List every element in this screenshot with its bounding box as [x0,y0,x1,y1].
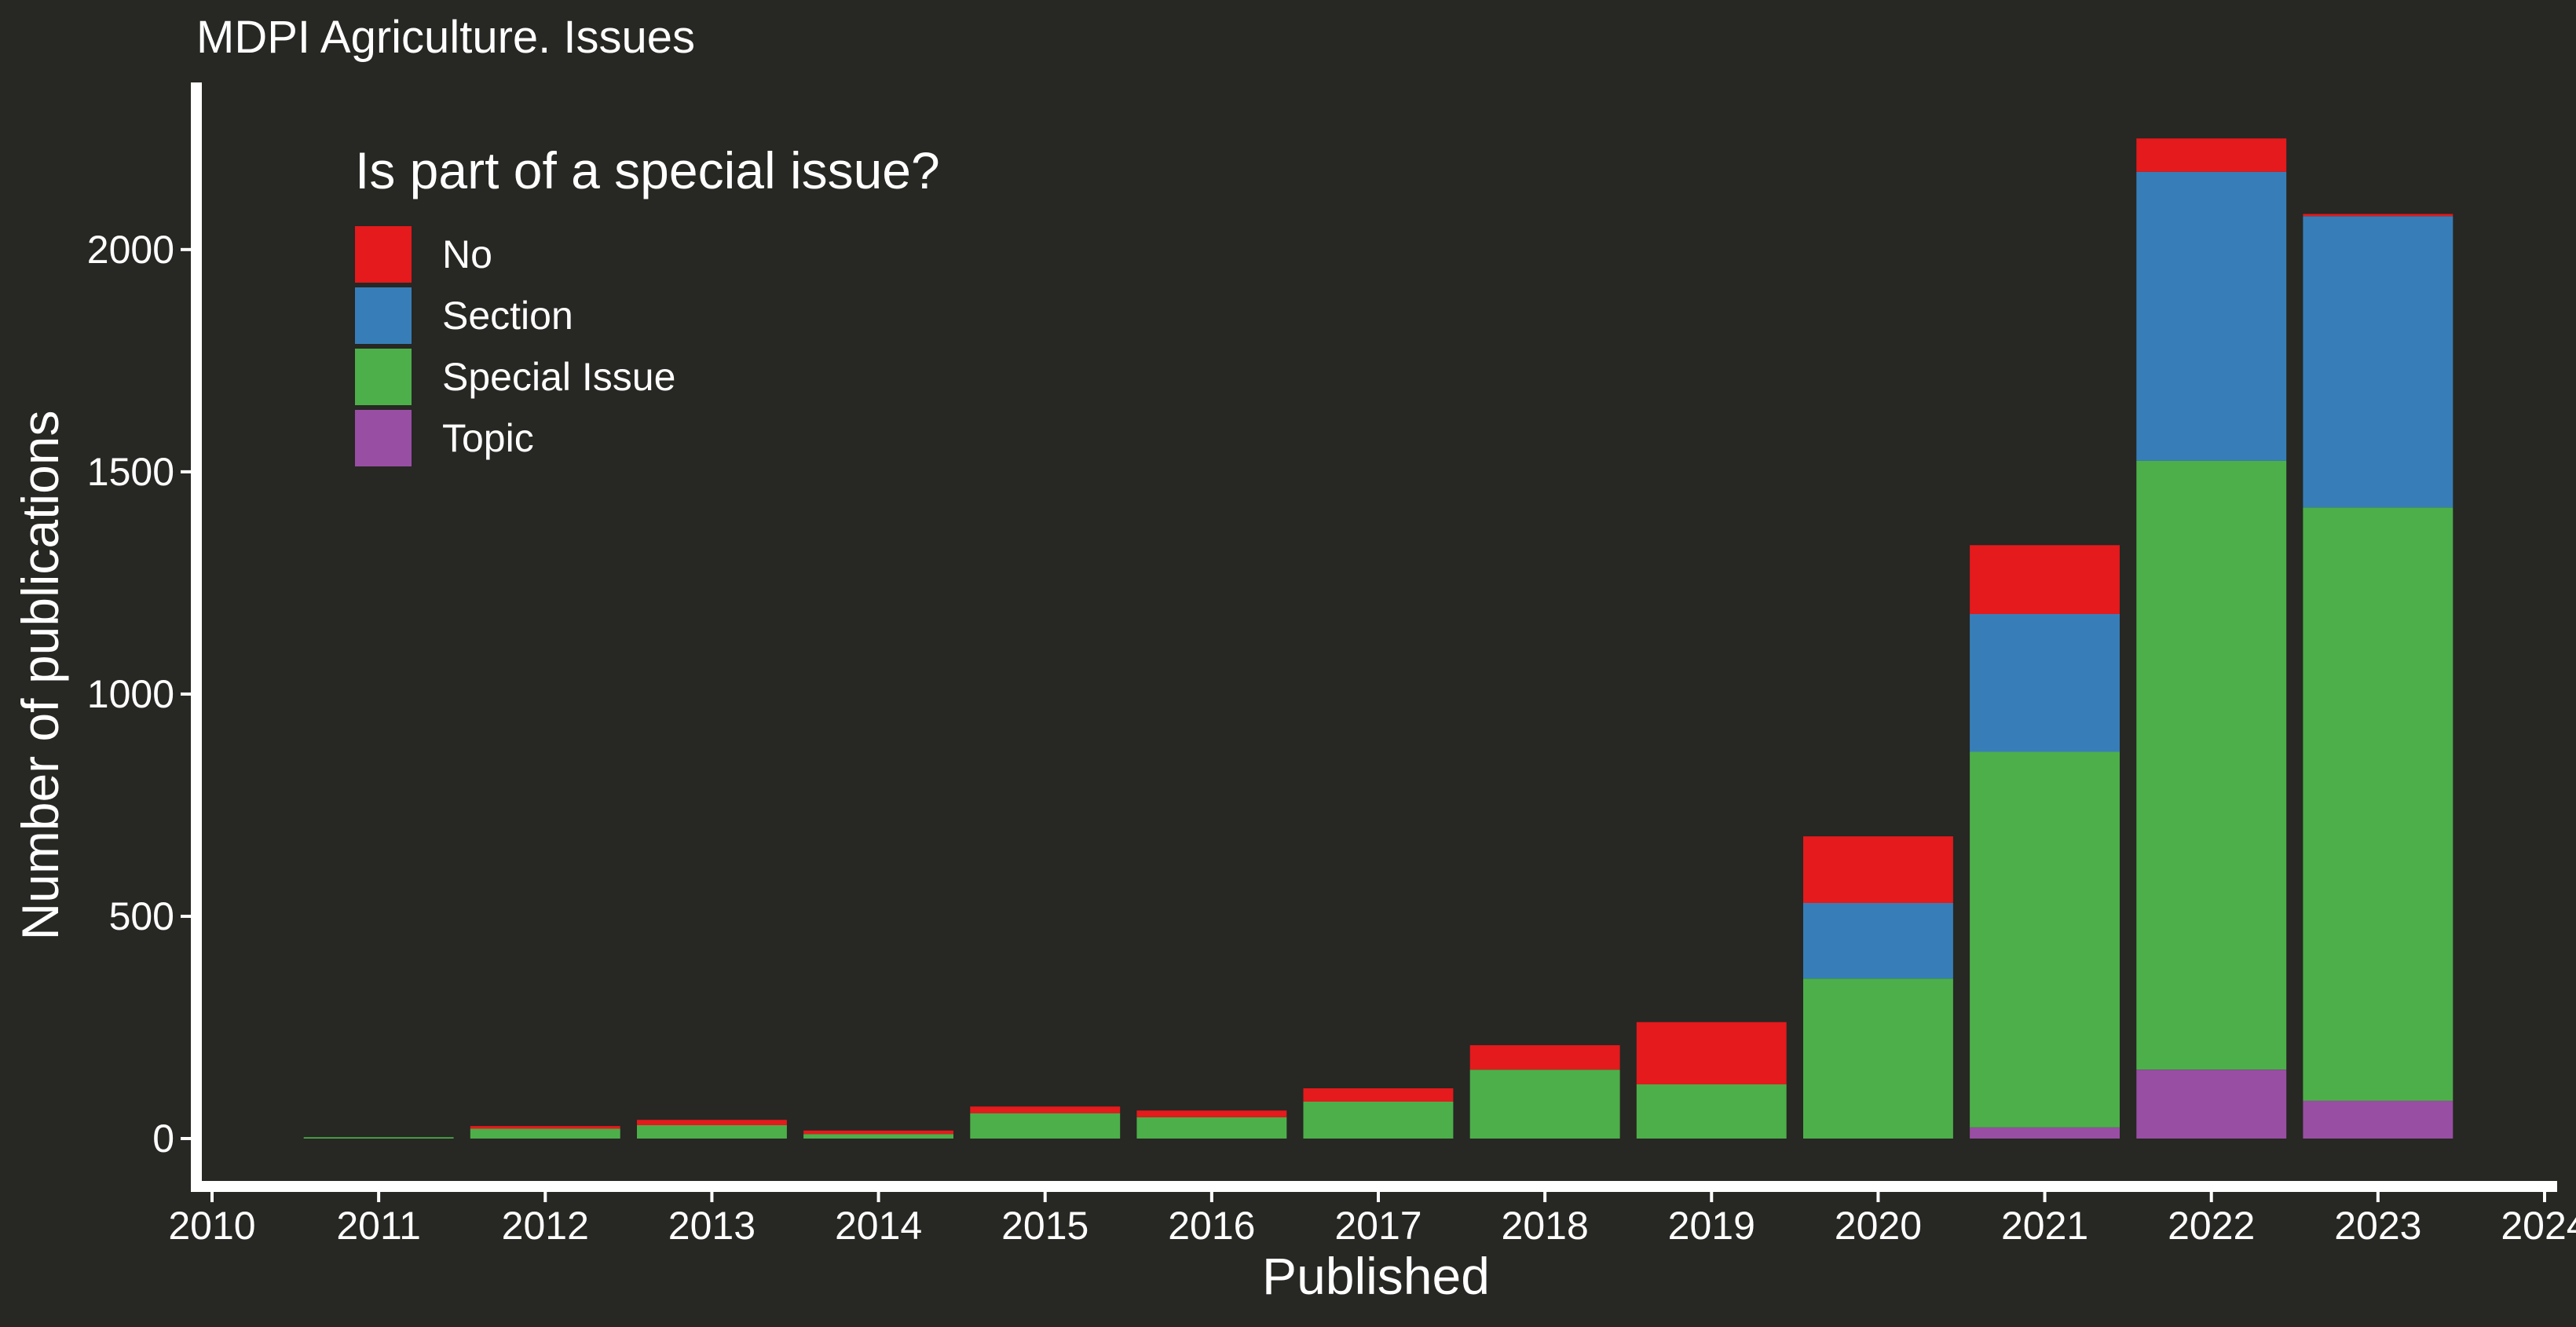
legend-title: Is part of a special issue? [355,141,940,199]
bar-2020-special-issue [1803,978,1953,1139]
bar-2019-no [1636,1022,1787,1084]
x-tick-label: 2022 [2168,1204,2255,1248]
y-tick-label: 500 [109,894,174,938]
chart-title: MDPI Agriculture. Issues [196,12,695,63]
x-tick-label: 2017 [1334,1204,1422,1248]
bar-2020-section [1803,903,1953,979]
x-tick-label: 2010 [168,1204,255,1248]
bar-2017-no [1303,1088,1454,1102]
bar-2021-no [1970,545,2120,614]
legend-label-topic: Topic [442,416,534,460]
x-tick-label: 2013 [668,1204,756,1248]
bar-2021-topic [1970,1127,2120,1139]
legend-swatch-no [355,226,412,283]
bar-2013-special-issue [637,1125,787,1139]
bar-2016-no [1136,1110,1287,1117]
bar-2015-special-issue [970,1113,1121,1139]
bar-2018-special-issue [1469,1069,1620,1139]
x-tick-label: 2020 [1835,1204,1922,1248]
legend-label-section: Section [442,294,573,338]
bar-2021-section [1970,614,2120,752]
bar-2023-section [2303,216,2453,508]
legend: Is part of a special issue? No Section Spe… [355,141,940,466]
bar-2013-no [637,1120,787,1125]
legend-label-special-issue: Special Issue [442,355,675,399]
bar-2016-special-issue [1136,1117,1287,1139]
bar-2022-section [2136,171,2287,461]
x-tick-label: 2014 [835,1204,922,1248]
x-tick-label: 2018 [1502,1204,1589,1248]
bar-2022-special-issue [2136,460,2287,1070]
x-axis-label: Published [1262,1247,1490,1305]
bar-2022-topic [2136,1069,2287,1139]
x-tick-label: 2016 [1168,1204,1255,1248]
y-tick-label: 1000 [87,672,174,716]
x-tick-label: 2019 [1668,1204,1755,1248]
legend-swatch-special-issue [355,349,412,405]
bar-2023-topic [2303,1100,2453,1139]
bar-2022-no [2136,138,2287,172]
bar-2018-no [1469,1045,1620,1070]
legend-label-no: No [442,232,492,276]
bar-2017-special-issue [1303,1102,1454,1139]
bars-layer [303,138,2453,1139]
bar-2014-special-issue [803,1134,953,1139]
x-tick-label: 2012 [502,1204,589,1248]
bar-2015-no [970,1106,1121,1113]
legend-swatch-topic [355,410,412,466]
y-tick-label: 0 [152,1117,174,1161]
x-ticks: 2010 2011 2012 2013 2014 2015 2016 2017 2018 2019… [168,1192,2576,1248]
bar-2021-special-issue [1970,751,2120,1128]
y-tick-label: 1500 [87,450,174,494]
bar-2019-special-issue [1636,1084,1787,1139]
y-ticks: 0 500 1000 1500 2000 [87,228,191,1161]
x-tick-label: 2021 [2001,1204,2088,1248]
bar-2011-special-issue [303,1137,454,1139]
bar-2012-special-issue [470,1128,620,1139]
bar-2020-no [1803,836,1953,903]
legend-swatch-section [355,287,412,344]
bar-2014-no [803,1130,953,1135]
bar-2012-no [470,1126,620,1129]
bar-2023-special-issue [2303,507,2453,1101]
x-tick-label: 2011 [336,1204,421,1248]
y-tick-label: 2000 [87,228,174,272]
x-tick-label: 2023 [2334,1204,2421,1248]
y-axis-label: Number of publications [11,410,69,940]
x-tick-label: 2024 [2501,1204,2576,1248]
x-tick-label: 2015 [1001,1204,1089,1248]
bar-2023-no [2303,214,2453,217]
